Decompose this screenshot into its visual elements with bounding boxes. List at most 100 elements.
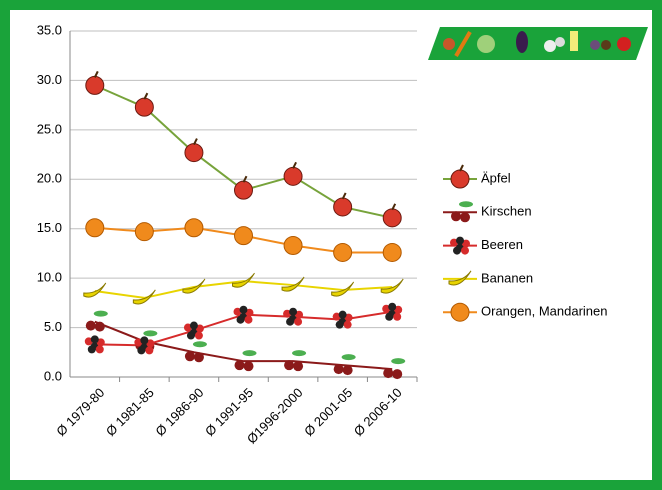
- data-point: [84, 335, 105, 354]
- y-tick-label: 15.0: [37, 220, 62, 235]
- stem: [143, 92, 149, 100]
- cherry: [193, 352, 204, 363]
- berry: [335, 320, 344, 329]
- data-point: [183, 321, 204, 340]
- apple: [184, 143, 204, 163]
- banana: [182, 278, 206, 294]
- cherry: [383, 368, 394, 379]
- y-tick-label: 10.0: [37, 270, 62, 285]
- data-point: [333, 192, 353, 217]
- y-tick-label: 5.0: [44, 319, 62, 334]
- cherry: [284, 360, 295, 371]
- leaf: [341, 354, 356, 361]
- berry: [344, 313, 353, 322]
- y-tick-label: 0.0: [44, 368, 62, 383]
- berry: [245, 308, 254, 317]
- data-point: [83, 282, 107, 298]
- data-point: [233, 305, 254, 324]
- data-point: [283, 307, 304, 326]
- cherry: [94, 321, 105, 332]
- leaf: [192, 341, 207, 348]
- cherry: [234, 360, 245, 371]
- orange: [333, 242, 353, 262]
- data-point: [134, 336, 155, 355]
- legend-marker: [451, 201, 473, 223]
- data-point: [234, 175, 253, 200]
- cherry: [243, 361, 254, 372]
- berry: [140, 336, 149, 345]
- berry: [388, 302, 397, 311]
- cherry: [184, 351, 195, 362]
- cherry: [293, 361, 304, 372]
- berry: [343, 320, 352, 329]
- berry: [239, 305, 248, 314]
- berry: [146, 339, 155, 348]
- data-point: [132, 289, 156, 305]
- banana: [380, 278, 404, 294]
- berry: [90, 335, 99, 344]
- y-tick-label: 30.0: [37, 72, 62, 87]
- berry: [385, 312, 394, 321]
- data-point: [333, 354, 356, 376]
- cherry: [451, 211, 461, 222]
- leaf: [391, 358, 406, 365]
- apple: [134, 97, 154, 117]
- data-point: [333, 242, 353, 262]
- data-point: [184, 138, 204, 163]
- data-point: [281, 276, 305, 292]
- data-point: [182, 278, 206, 294]
- data-point: [383, 358, 406, 380]
- legend-label: Bananen: [481, 270, 533, 285]
- data-point: [85, 218, 105, 238]
- stem: [341, 192, 347, 200]
- data-point: [184, 341, 207, 363]
- berry: [295, 310, 304, 319]
- orange: [283, 236, 303, 256]
- legend-marker: [450, 302, 470, 322]
- orange: [450, 302, 470, 322]
- leaf: [459, 201, 473, 208]
- data-point: [380, 278, 404, 294]
- cherry: [85, 320, 96, 331]
- berry: [394, 305, 403, 314]
- berry: [145, 346, 154, 355]
- stem: [193, 138, 198, 146]
- stem: [391, 203, 397, 211]
- cherry: [342, 365, 353, 376]
- orange: [85, 218, 105, 238]
- series-line: [94, 280, 393, 299]
- berry: [461, 246, 469, 255]
- data-point: [331, 281, 355, 297]
- stem: [459, 164, 464, 172]
- banana: [132, 289, 156, 305]
- data-point: [134, 222, 154, 242]
- data-point: [283, 161, 303, 186]
- data-point: [184, 218, 204, 238]
- berry: [87, 345, 96, 354]
- stem: [292, 161, 297, 169]
- cherry: [392, 369, 403, 380]
- berry: [186, 331, 195, 340]
- legend-marker: [448, 270, 472, 286]
- cherry: [333, 364, 344, 375]
- berry: [137, 346, 146, 355]
- apple: [85, 75, 105, 95]
- berry: [236, 315, 245, 324]
- berry: [393, 312, 402, 321]
- berry: [195, 324, 204, 333]
- data-point: [382, 242, 402, 262]
- apple: [333, 197, 353, 217]
- apple: [234, 180, 253, 200]
- berry: [453, 246, 461, 255]
- data-point: [85, 70, 105, 95]
- berry: [189, 321, 198, 330]
- y-tick-label: 20.0: [37, 171, 62, 186]
- leaf: [242, 350, 257, 357]
- banana: [281, 276, 305, 292]
- legend-marker: [450, 164, 470, 189]
- data-point: [234, 350, 257, 372]
- orange: [184, 218, 204, 238]
- orange: [382, 242, 402, 262]
- banana: [331, 281, 355, 297]
- leaf: [143, 330, 158, 337]
